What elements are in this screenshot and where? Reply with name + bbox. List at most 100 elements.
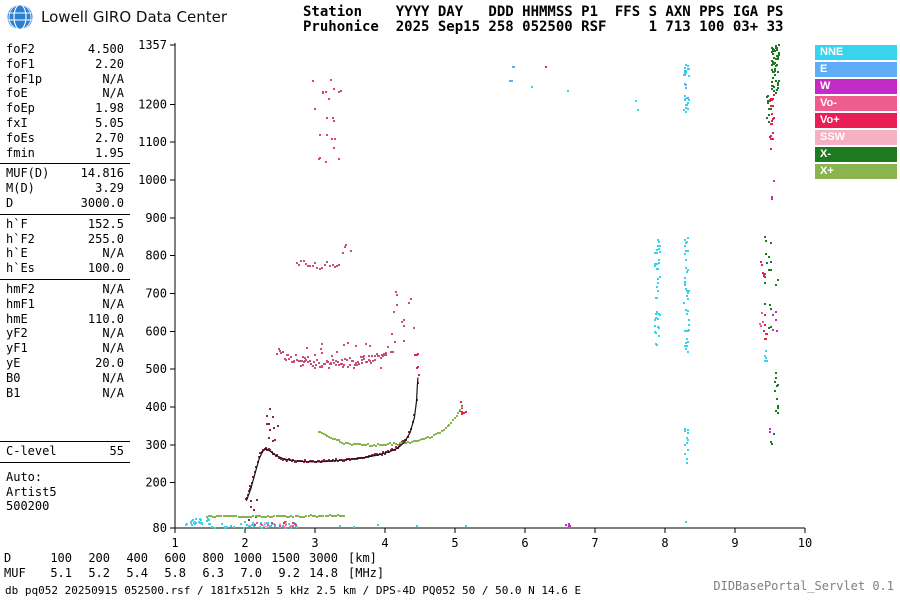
param-value: N/A (102, 281, 124, 296)
muf-row: MUF 5.1 5.2 5.4 5.8 6.3 7.0 9.2 14.8 [MHz] (4, 566, 384, 581)
distance-row-cell: 200 (88, 551, 110, 565)
distance-row: D 100 200 400 600 800 1000 1500 3000 [km] (4, 551, 384, 566)
legend-item-Vo-: Vo- (815, 96, 897, 111)
param-label: foE (6, 86, 28, 101)
param-row: foEs 2.70 (6, 131, 124, 146)
svg-text:900: 900 (145, 211, 167, 225)
param-value: 100.0 (87, 261, 124, 276)
param-label: B1 (6, 385, 21, 400)
auto-line: 500200 (6, 499, 50, 514)
svg-text:6: 6 (521, 536, 528, 550)
param-label: hmF1 (6, 296, 35, 311)
distance-row-unit: [km] (348, 551, 377, 565)
muf-row-cell: 5.4 (126, 565, 148, 580)
param-row: h`F2 255.0 (6, 232, 124, 247)
param-group-profile: hmF2 N/A hmF1 N/A hmE 110.0 yF2 N/A yF1 N/A yE 20.0… (0, 280, 130, 403)
param-label: h`F (6, 216, 28, 231)
distance-row-cell: 400 (126, 551, 148, 565)
param-group-heights: h`F 152.5 h`F2 255.0 h`E N/A h`Es 100.0 (0, 215, 130, 280)
svg-text:4: 4 (381, 536, 388, 550)
muf-row-unit: [MHz] (348, 565, 385, 580)
echo-direction-legend: NNE E W Vo- Vo+ SSW X- X+ (815, 45, 897, 181)
legend-item-Vo+: Vo+ (815, 113, 897, 128)
param-value: N/A (102, 385, 124, 400)
legend-item-NNE: NNE (815, 45, 897, 60)
svg-text:1000: 1000 (138, 173, 167, 187)
svg-text:800: 800 (145, 249, 167, 263)
svg-text:500: 500 (145, 362, 167, 376)
svg-text:5: 5 (451, 536, 458, 550)
param-row: B0 N/A (6, 371, 124, 386)
svg-text:1: 1 (171, 536, 178, 550)
param-label: h`E (6, 246, 28, 261)
param-label: foF1p (6, 71, 43, 86)
param-label: hmF2 (6, 281, 35, 296)
param-label: B0 (6, 370, 21, 385)
muf-row-cell: 5.2 (88, 565, 110, 580)
muf-row-cell: 6.3 (202, 565, 224, 580)
giro-globe-icon (7, 4, 33, 30)
param-row: hmF2 N/A (6, 282, 124, 297)
param-label: foF2 (6, 42, 35, 56)
legend-item-W: W (815, 79, 897, 94)
param-row: foF1 2.20 (6, 57, 124, 72)
param-label: yE (6, 355, 21, 370)
param-label: foEs (6, 130, 35, 145)
param-row: C-level 55 (6, 444, 124, 459)
param-row: M(D) 3.29 (6, 181, 124, 196)
param-value: N/A (102, 296, 124, 311)
param-row: yF2 N/A (6, 326, 124, 341)
svg-text:3: 3 (311, 536, 318, 550)
svg-text:700: 700 (145, 286, 167, 300)
logo-title: Lowell GIRO Data Center (41, 8, 227, 26)
station-header: Station YYYY DAY DDD HHMMSS P1 FFS S AXN… (303, 5, 783, 35)
param-row: B1 N/A (6, 386, 124, 401)
muf-distance-table: D 100 200 400 600 800 1000 1500 3000 [km] MUF 5.1 5.… (4, 551, 384, 580)
svg-text:1200: 1200 (138, 97, 167, 111)
param-row: fmin 1.95 (6, 146, 124, 161)
muf-row-cell: 9.2 (278, 565, 300, 580)
distance-row-cell: 3000 (309, 551, 338, 565)
param-row: h`F 152.5 (6, 217, 124, 232)
distance-row-cell: 100 (50, 551, 72, 565)
svg-text:1357: 1357 (138, 38, 167, 52)
param-value: 3.29 (95, 181, 124, 196)
muf-row-label: MUF (4, 565, 26, 580)
param-label: fmin (6, 145, 35, 160)
param-row: h`E N/A (6, 246, 124, 261)
parameter-panel: foF2 4.500 foF1 2.20 foF1p N/A foE N/A foEp 1.98 f… (0, 40, 130, 464)
param-value: 20.0 (95, 355, 124, 370)
param-value: N/A (102, 86, 124, 101)
param-label: yF2 (6, 326, 28, 341)
distance-row-cell: 600 (164, 551, 186, 565)
svg-text:400: 400 (145, 400, 167, 414)
param-label: D (6, 195, 14, 210)
param-value: N/A (102, 370, 124, 385)
svg-text:600: 600 (145, 324, 167, 338)
svg-text:200: 200 (145, 476, 167, 490)
legend-item-E: E (815, 62, 897, 77)
param-label: h`F2 (6, 231, 35, 246)
svg-text:1100: 1100 (138, 135, 167, 149)
param-group-frequencies: foF2 4.500 foF1 2.20 foF1p N/A foE N/A foEp 1.98 f… (0, 40, 130, 165)
header-columns-line: Station YYYY DAY DDD HHMMSS P1 FFS S AXN… (303, 4, 784, 20)
auto-line: Auto: (6, 470, 43, 484)
svg-text:2: 2 (241, 536, 248, 550)
svg-text:80: 80 (153, 521, 167, 535)
distance-row-cell: 1000 (233, 551, 262, 565)
svg-text:8: 8 (661, 536, 668, 550)
param-label: yF1 (6, 341, 28, 356)
param-value: 255.0 (87, 231, 124, 246)
param-label: fxI (6, 115, 28, 130)
legend-item-X-: X- (815, 147, 897, 162)
param-value: N/A (102, 341, 124, 356)
muf-row-cell: 5.8 (164, 565, 186, 580)
param-value: 3000.0 (80, 195, 124, 210)
distance-row-label: D (4, 551, 12, 565)
param-value: 2.70 (95, 130, 124, 145)
param-value: N/A (102, 71, 124, 86)
autoscaling-block: Auto: Artist5 500200 (6, 470, 57, 514)
param-value: 55 (109, 444, 124, 459)
param-group-clevel: C-level 55 (0, 441, 130, 464)
